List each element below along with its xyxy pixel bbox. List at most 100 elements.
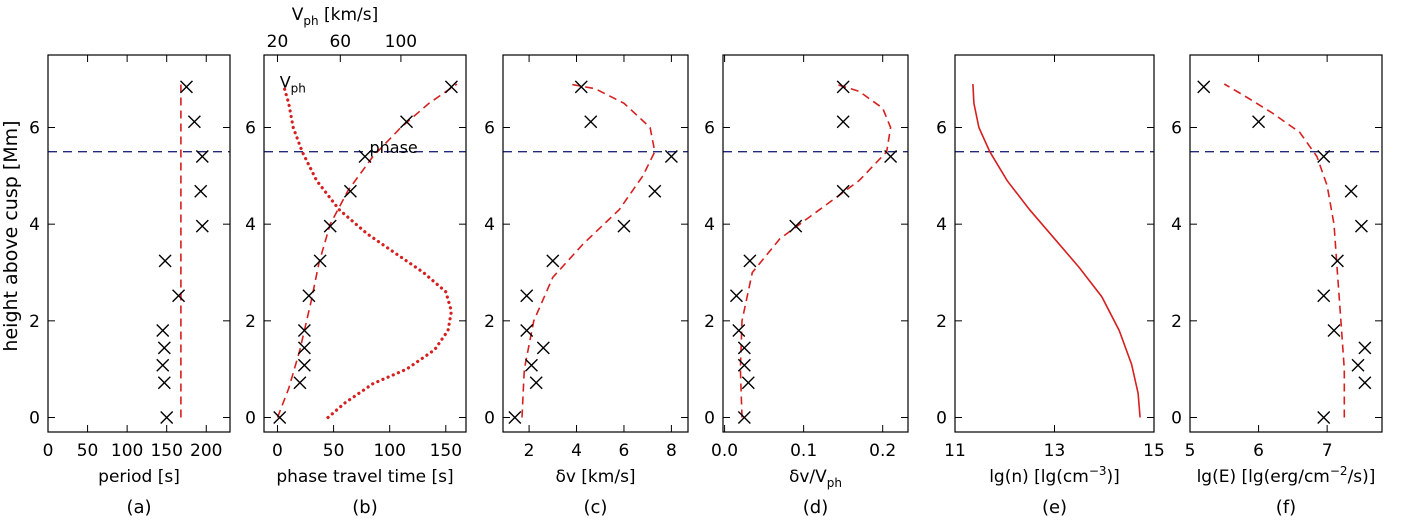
data-point-marker [536, 341, 550, 355]
data-point-marker [400, 115, 414, 129]
top-axis-tick-label: 20 [267, 32, 289, 52]
model-curve-dashed [276, 83, 458, 418]
data-point-marker [1358, 341, 1372, 355]
data-point-marker [179, 80, 193, 94]
top-axis-tick-label: 100 [385, 32, 417, 52]
panel-e: 11 13 15 0 2 4 6 lg(n) [lg(cm−3)] (e) [936, 54, 1165, 518]
data-point-marker [617, 219, 631, 233]
data-point-marker [836, 80, 850, 94]
model-curve-dashed [521, 83, 656, 418]
x-tick-label: 11 [944, 441, 966, 461]
model-curve-solid [972, 83, 1141, 418]
data-point-marker [508, 411, 522, 424]
data-point-marker [297, 324, 311, 337]
data-point-marker [529, 376, 543, 390]
plot-frame [263, 54, 467, 433]
data-point-marker [520, 324, 534, 337]
annotation-text: phase [369, 138, 417, 157]
x-tick-label: 13 [1044, 441, 1066, 461]
y-tick-label: 6 [29, 119, 40, 139]
panel-label: (d) [803, 497, 828, 518]
panel-c: 2 4 6 8 0 2 4 6 δv [km/s] (c) [484, 54, 689, 518]
x-tick-label: 6 [619, 441, 630, 461]
panel-label: (c) [584, 497, 608, 518]
y-tick-label: 6 [936, 119, 947, 139]
x-tick-label: 4 [571, 441, 582, 461]
y-tick-label: 0 [29, 409, 40, 429]
y-tick-label: 4 [29, 215, 40, 235]
data-point-marker [1330, 254, 1344, 268]
x-axis-label: δv/Vph [789, 467, 842, 490]
y-tick-label: 6 [1171, 119, 1182, 139]
model-curve-dashed [739, 83, 892, 418]
y-tick-label: 4 [484, 215, 495, 235]
data-point-marker [273, 411, 287, 424]
data-point-marker [343, 184, 357, 198]
x-tick-label: 6 [1253, 441, 1264, 461]
data-point-marker [836, 115, 850, 129]
y-tick-label: 2 [936, 312, 947, 332]
panel-b: 0 50 100 150 0 2 4 6 phase travel time [s] (b) Vph… [245, 5, 467, 518]
data-point-marker [584, 115, 598, 129]
data-point-marker [157, 376, 171, 390]
data-point-marker [172, 289, 186, 303]
y-tick-label: 4 [1171, 215, 1182, 235]
y-tick-label: 4 [245, 215, 256, 235]
shared-y-axis-label: height above cusp [Mm] [0, 120, 22, 351]
panel-label: (a) [126, 497, 151, 518]
top-axis-tick-label: 60 [329, 32, 351, 52]
data-point-marker [836, 184, 850, 198]
data-point-marker [323, 219, 337, 233]
data-point-marker [1317, 411, 1331, 424]
plot-frame [47, 54, 231, 433]
data-point-marker [157, 341, 171, 355]
y-tick-label: 0 [936, 409, 947, 429]
x-tick-label: 8 [666, 441, 677, 461]
y-tick-label: 2 [484, 312, 495, 332]
data-point-marker [546, 254, 560, 268]
data-point-marker [1354, 219, 1368, 233]
x-tick-label: 2 [524, 441, 535, 461]
data-point-marker [156, 358, 170, 372]
data-point-marker [789, 219, 803, 233]
y-tick-label: 2 [704, 312, 715, 332]
x-tick-label: 0 [43, 441, 54, 461]
data-point-marker [195, 219, 209, 233]
data-point-marker [1327, 324, 1341, 337]
data-point-marker [524, 358, 538, 372]
data-point-marker [520, 289, 534, 303]
data-point-marker [160, 411, 174, 424]
y-tick-label: 6 [704, 119, 715, 139]
data-point-marker [1317, 150, 1331, 163]
x-tick-label: 100 [111, 441, 143, 461]
data-point-marker [195, 150, 209, 163]
data-point-marker [737, 411, 751, 424]
data-point-marker [664, 150, 678, 163]
data-point-marker [1358, 376, 1372, 390]
x-axis-label: phase travel time [s] [276, 467, 453, 487]
data-point-marker [884, 150, 898, 163]
x-tick-label: 0.2 [869, 441, 896, 461]
x-tick-label: 15 [1143, 441, 1165, 461]
data-point-marker [737, 358, 751, 372]
y-tick-label: 0 [245, 409, 256, 429]
x-tick-label: 7 [1322, 441, 1333, 461]
annotation-text: Vph [280, 73, 306, 96]
x-tick-label: 50 [77, 441, 99, 461]
y-tick-label: 4 [704, 215, 715, 235]
data-point-marker [1351, 358, 1365, 372]
data-point-marker [156, 324, 170, 337]
data-point-marker [297, 341, 311, 355]
data-point-marker [302, 289, 316, 303]
data-point-marker [1317, 289, 1331, 303]
data-point-marker [158, 254, 172, 268]
model-curve-dotted [281, 82, 454, 420]
x-tick-label: 150 [150, 441, 182, 461]
data-point-marker [648, 184, 662, 198]
x-tick-label: 0 [272, 441, 283, 461]
y-tick-label: 0 [704, 409, 715, 429]
data-point-marker [1197, 80, 1211, 94]
plot-frame [722, 54, 909, 433]
global-layer: height above cusp [Mm] [0, 120, 22, 351]
plot-frame [954, 54, 1155, 433]
